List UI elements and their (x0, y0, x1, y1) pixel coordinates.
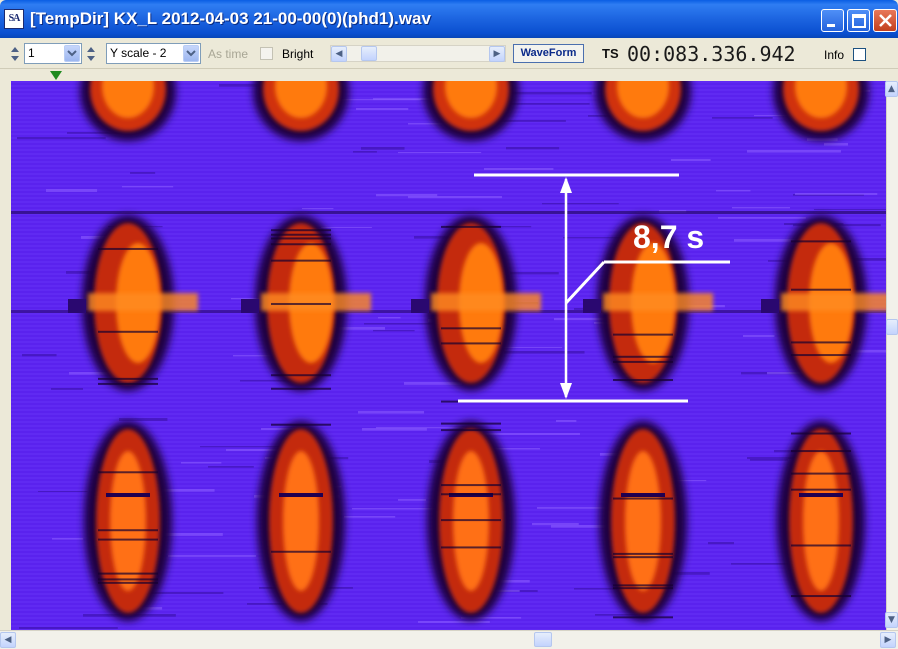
ts-label: TS (602, 46, 619, 61)
yscale-select-value: Y scale - 2 (110, 46, 166, 60)
as-time-label: As time (208, 47, 248, 61)
title-bar: SA [TempDir] KX_L 2012-04-03 21-00-00(0)… (0, 0, 898, 38)
vertical-scrollbar[interactable]: ▲ ▼ (886, 81, 898, 630)
minimize-button[interactable] (821, 9, 844, 32)
channel-select[interactable]: 1 (24, 43, 82, 64)
window-title: [TempDir] KX_L 2012-04-03 21-00-00(0)(ph… (30, 9, 431, 29)
maximize-icon (848, 10, 871, 33)
close-icon (874, 10, 898, 33)
ts-value: 00:083.336.942 (627, 42, 796, 66)
close-button[interactable] (873, 9, 897, 32)
chevron-down-icon[interactable] (183, 45, 199, 62)
scroll-right-button[interactable]: ▶ (489, 46, 505, 62)
yscale-select[interactable]: Y scale - 2 (106, 43, 201, 64)
scroll-thumb[interactable] (361, 46, 377, 61)
info-label: Info (824, 48, 844, 62)
scroll-up-button[interactable]: ▲ (885, 81, 898, 97)
horizontal-scrollbar[interactable]: ◀ ▶ (0, 630, 898, 649)
scroll-down-button[interactable]: ▼ (885, 612, 898, 628)
spectrogram-canvas[interactable]: 8,7 s (11, 81, 886, 630)
scroll-right-button[interactable]: ▶ (880, 632, 896, 648)
chevron-down-icon[interactable] (64, 45, 80, 62)
info-checkbox[interactable] (853, 48, 866, 61)
vertical-scroll-thumb[interactable] (886, 319, 898, 335)
scroll-left-button[interactable]: ◀ (0, 632, 16, 648)
position-marker-icon[interactable] (50, 71, 62, 80)
duration-label: 8,7 s (633, 219, 704, 255)
as-time-checkbox[interactable] (260, 47, 273, 60)
bright-label: Bright (282, 47, 313, 61)
minimize-icon (822, 10, 845, 33)
maximize-button[interactable] (847, 9, 870, 32)
waveform-button[interactable]: WaveForm (513, 44, 584, 63)
channel-spinner-2[interactable] (85, 44, 97, 64)
channel-select-value: 1 (28, 46, 35, 60)
app-icon[interactable]: SA (4, 9, 24, 29)
horizontal-scroll-thumb[interactable] (534, 632, 552, 647)
channel-spinner[interactable] (9, 44, 21, 64)
spectrogram-view[interactable]: 8,7 s (11, 81, 886, 630)
scroll-left-button[interactable]: ◀ (331, 46, 347, 62)
toolbar-scrollbar[interactable]: ◀ ▶ (330, 45, 506, 62)
left-margin (0, 81, 11, 630)
